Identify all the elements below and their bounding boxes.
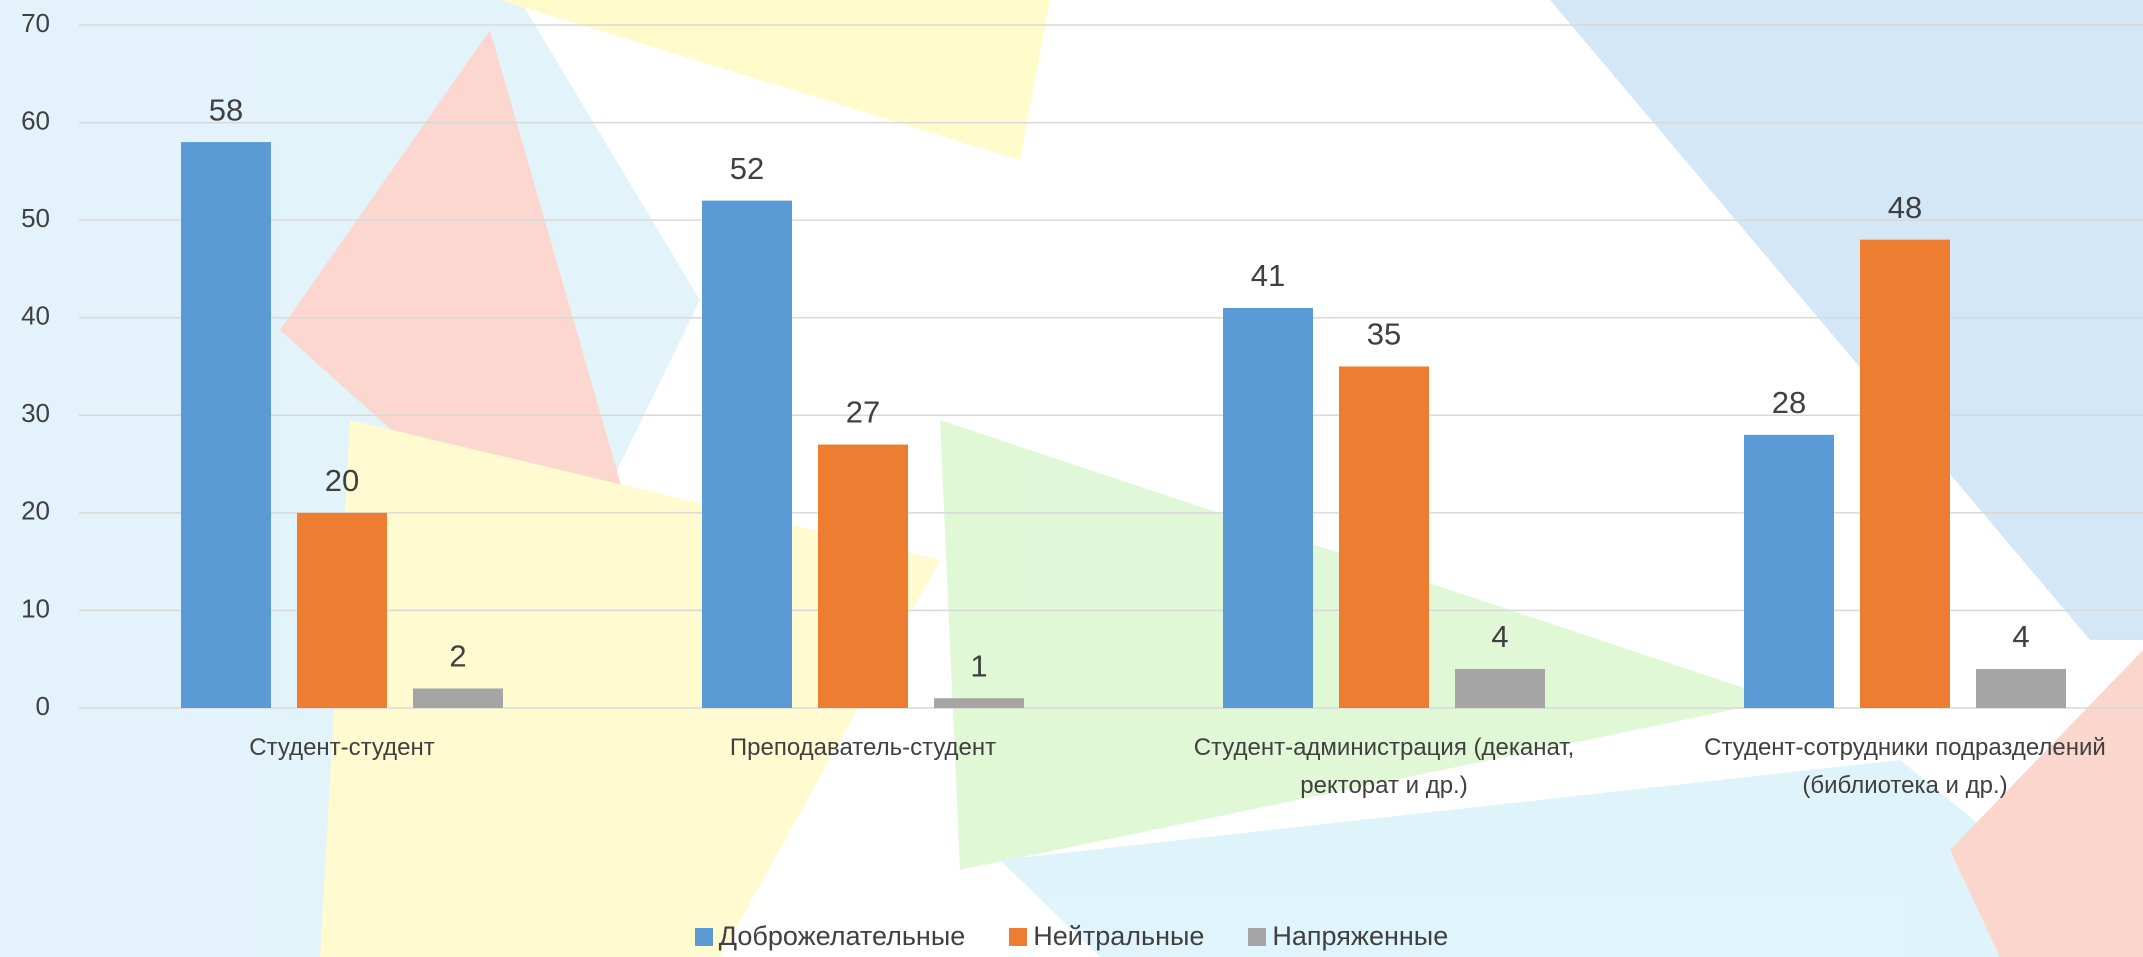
value-label: 41 — [1251, 258, 1285, 293]
bg-shape — [1950, 650, 2143, 957]
y-tick-label: 60 — [21, 105, 50, 135]
bar — [1455, 668, 1545, 708]
value-label: 1 — [970, 648, 987, 683]
value-label: 28 — [1772, 385, 1806, 420]
bar — [413, 688, 503, 708]
y-tick-label: 10 — [21, 593, 50, 623]
bar — [1976, 668, 2066, 708]
value-label: 52 — [730, 151, 764, 186]
bar — [1744, 434, 1834, 708]
bar — [1860, 239, 1950, 708]
y-tick-label: 30 — [21, 398, 50, 428]
value-label: 4 — [2012, 619, 2029, 654]
bg-shape — [500, 0, 1050, 160]
bg-shape — [1550, 0, 2143, 640]
legend-swatch — [1009, 927, 1028, 946]
legend-label: Нейтральные — [1033, 921, 1205, 951]
x-tick-label: Преподаватель-студент — [729, 734, 997, 761]
legend-label: Напряженные — [1272, 921, 1449, 951]
bar — [297, 512, 387, 708]
legend-item: Напряженные — [1248, 921, 1448, 952]
value-label: 20 — [325, 463, 359, 498]
value-label: 48 — [1888, 190, 1922, 225]
value-label: 58 — [209, 92, 243, 127]
bar — [1339, 366, 1429, 708]
x-tick-label: Студент-администрация (деканат, ректорат… — [1193, 734, 1575, 799]
legend-item: Нейтральные — [1009, 921, 1204, 952]
value-label: 4 — [1491, 619, 1508, 654]
bar — [818, 444, 908, 708]
legend-label: Доброжелательные — [718, 921, 966, 951]
x-tick-label: Студент-сотрудники подразделений (библио… — [1704, 734, 2106, 799]
y-tick-label: 70 — [21, 8, 50, 38]
value-label: 35 — [1367, 317, 1401, 352]
bar — [181, 142, 271, 709]
bar — [702, 200, 792, 708]
y-tick-label: 20 — [21, 496, 50, 526]
legend-item: Доброжелательные — [694, 921, 966, 952]
y-tick-label: 0 — [36, 691, 50, 721]
bar — [934, 698, 1024, 708]
legend-swatch — [694, 927, 713, 946]
y-tick-label: 40 — [21, 301, 50, 331]
legend: Доброжелательные Нейтральные Напряженные — [0, 921, 2143, 952]
x-tick-label: Студент-студент — [249, 734, 435, 761]
bar — [1223, 307, 1313, 708]
bg-shape — [1000, 760, 2143, 957]
value-label: 2 — [449, 639, 466, 674]
y-tick-label: 50 — [21, 203, 50, 233]
plot: 0 10 20 30 40 50 60 70 58 20 2 52 27 1 41 35 4 28 48 4 — [21, 8, 2143, 721]
value-label: 27 — [846, 395, 880, 430]
legend-swatch — [1248, 927, 1267, 946]
